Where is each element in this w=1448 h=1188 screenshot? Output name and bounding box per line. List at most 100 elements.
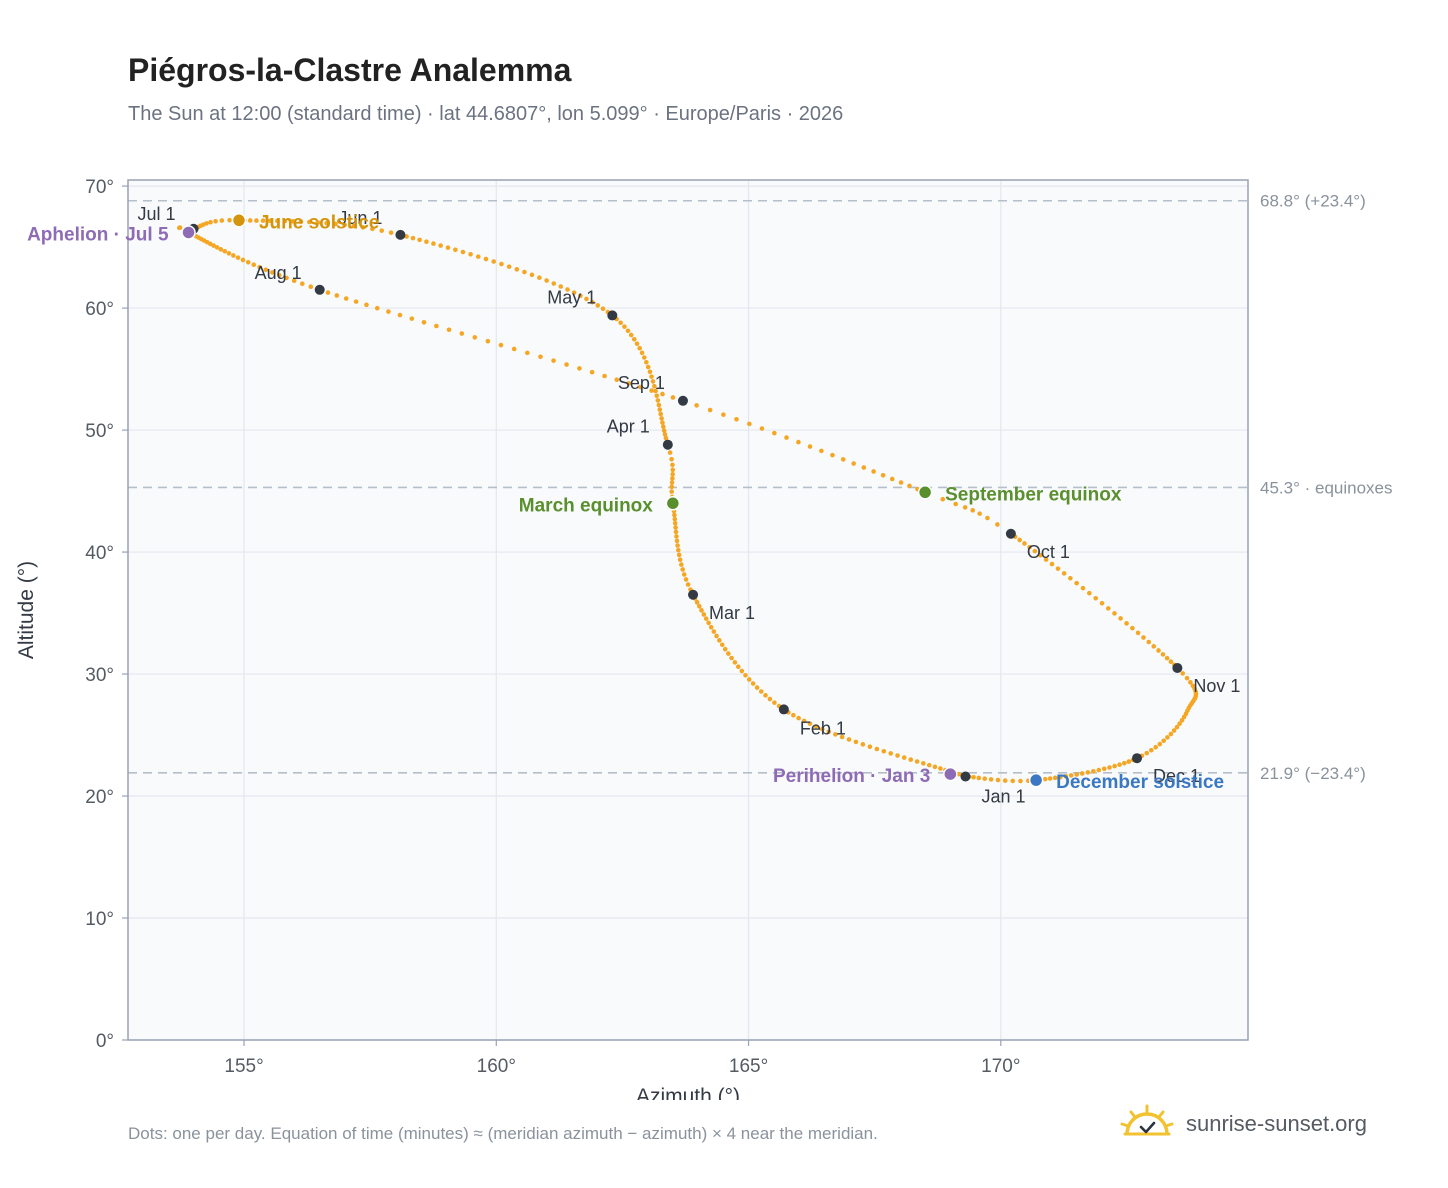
month-marker-dot [960,771,971,782]
daily-sun-dot [370,226,375,232]
daily-sun-dot [676,552,682,558]
y-tick-label: 30° [85,665,114,686]
daily-sun-dot [485,338,491,344]
daily-sun-dot [1146,639,1152,645]
daily-sun-dot [707,407,713,413]
daily-sun-dot [263,267,269,273]
daily-sun-dot [276,272,282,278]
event-marker-dot [665,496,681,511]
daily-sun-dot [213,218,218,224]
x-axis-label: Azimuth (°) [636,1085,740,1100]
chart-subtitle: The Sun at 12:00 (standard time) · lat 4… [128,103,844,125]
daily-sun-dot [791,712,796,718]
daily-sun-dot [1043,557,1049,562]
daily-sun-dot [637,345,642,351]
daily-sun-dot [1177,721,1182,726]
daily-sun-dot [475,254,481,259]
daily-sun-dot [732,660,738,665]
daily-sun-dot [833,732,838,737]
daily-sun-dot [434,323,439,329]
daily-sun-dot [914,759,920,764]
month-marker-dot [662,439,673,450]
daily-sun-dot [926,762,932,768]
daily-sun-dot [514,267,520,272]
daily-sun-dot [746,677,752,682]
daily-sun-dot [683,577,689,582]
daily-sun-dot [600,306,606,312]
daily-sun-dot [675,543,680,548]
daily-sun-dot [722,646,728,652]
daily-sun-dot [386,309,391,314]
daily-sun-dot [694,600,700,605]
x-tick-label: 160° [477,1056,516,1077]
daily-sun-dot [719,642,725,648]
daily-sun-dot [895,753,900,758]
daily-sun-dot [251,262,257,268]
daily-sun-dot [628,332,634,338]
daily-sun-dot [796,715,801,721]
daily-sun-dot [656,402,662,408]
daily-sun-dot [747,421,752,427]
daily-sun-dot [714,633,719,639]
month-marker-dot [688,589,699,600]
daily-sun-dot [807,444,813,449]
daily-sun-dot [342,222,347,228]
daily-sun-dot [667,450,673,455]
grid-lines [128,180,1248,1041]
month-marker-dot [314,284,325,295]
daily-sun-dot [1151,644,1157,649]
daily-sun-dot [558,284,564,289]
daily-sun-dot [211,243,216,248]
daily-sun-dot [577,366,582,371]
daily-sun-dot [653,388,658,394]
daily-sun-dot [374,305,380,311]
daily-sun-dot [696,603,702,609]
daily-sun-dot [226,251,232,256]
daily-sun-dot [680,567,685,572]
daily-sun-dot [679,562,684,567]
event-marker-dot [917,485,933,500]
daily-sun-dot [851,461,856,466]
daily-sun-dot [1058,774,1063,780]
month-marker-label: Dec 1 [1153,766,1200,786]
reference-lines: 68.8° (+23.4°) 45.3° · equinoxes 21.9° (−2… [128,192,1393,783]
daily-sun-dot [1181,714,1187,720]
daily-sun-dot [1080,585,1086,591]
daily-sun-dot [529,272,535,278]
daily-sun-dot [404,234,409,239]
daily-sun-dot [759,426,765,431]
brand[interactable]: sunrise-sunset.org [1120,1102,1367,1146]
daily-sun-dot [1164,655,1170,661]
daily-sun-dot [670,476,675,481]
daily-sun-dot [410,235,416,241]
daily-sun-dot [1107,765,1112,770]
daily-sun-dot [655,398,661,403]
brand-name[interactable]: sunrise-sunset.org [1186,1111,1367,1136]
daily-sun-dot [235,255,241,260]
month-marker-dot [677,395,688,406]
daily-sun-dot [307,219,312,225]
daily-sun-dot [907,483,912,489]
daily-sun-dot [672,516,678,522]
daily-sun-dot [908,757,914,762]
daily-sun-dot [1087,590,1092,596]
daily-sun-dot [754,685,760,690]
daily-sun-dot [275,218,280,224]
daily-sun-dot [1042,776,1048,782]
month-marker-dot [607,310,618,321]
daily-sun-dot [324,220,329,226]
event-markers: June solstice Aphelion · Jul 5 March equin… [27,212,1224,793]
daily-sun-dot [772,700,777,705]
daily-sun-dot [334,293,340,298]
daily-sun-dot [995,777,1001,783]
daily-sun-dot [491,259,497,264]
daily-sun-dot [880,472,886,478]
event-marker-label: Perihelion · Jan 3 [773,766,930,787]
daily-sun-dot [634,341,640,347]
daily-sun-dot [988,777,994,782]
daily-sun-dot [626,381,632,386]
daily-sun-dot [977,511,982,516]
daily-sun-dot [1171,728,1177,733]
daily-sun-dot [826,729,832,735]
daily-sun-dot [649,374,654,379]
